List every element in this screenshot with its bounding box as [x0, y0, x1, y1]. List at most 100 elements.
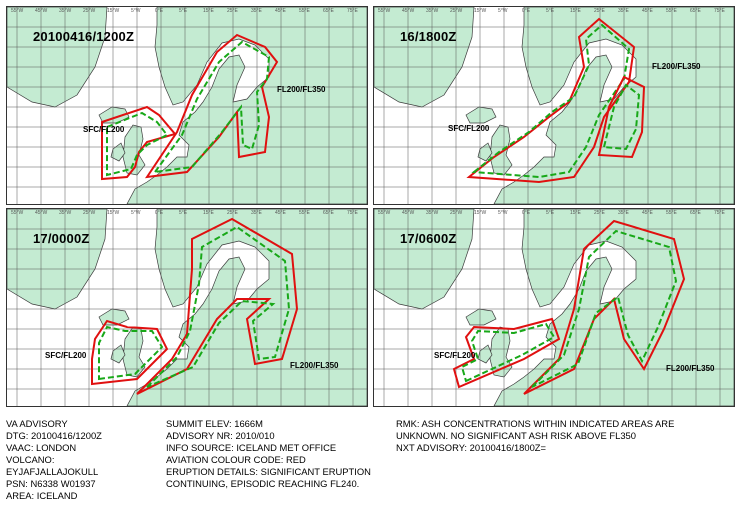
advisory-line: INFO SOURCE: ICELAND MET OFFICE: [166, 442, 337, 453]
longitude-tick-label: 5°E: [546, 8, 555, 14]
land-mass: [7, 7, 108, 108]
land-mass: [374, 7, 475, 108]
land-mass: [493, 7, 734, 204]
longitude-tick-label: 55°E: [666, 210, 677, 216]
advisory-line: UNKNOWN. NO SIGNIFICANT ASH RISK ABOVE F…: [396, 430, 636, 441]
panel-1-label-fl200-fl350: FL200/FL350: [277, 85, 326, 94]
map-panel-2-svg: [374, 7, 734, 204]
longitude-tick-label: 35°W: [59, 210, 72, 216]
map-panel-4: 55°W 45°W 35°W 25°W 15°W 5°W 0°E 5°E 15°E 25°E 35°…: [373, 208, 735, 407]
longitude-tick-label: 35°E: [251, 8, 262, 14]
land-mass: [374, 209, 475, 310]
land-mass: [110, 344, 126, 364]
ash-area-red-fl200-fl350: [523, 219, 686, 395]
advisory-text: VA ADVISORY DTG: 20100416/1200Z VAAC: LO…: [0, 418, 740, 518]
advisory-line: AREA: ICELAND: [6, 490, 78, 501]
longitude-tick-label: 75°E: [714, 210, 725, 216]
longitude-tick-label: 15°E: [203, 8, 214, 14]
land-mass: [126, 209, 367, 406]
map-panel-1-svg: [7, 7, 367, 204]
longitude-tick-label: 15°W: [107, 210, 120, 216]
advisory-line: VA ADVISORY: [6, 418, 68, 429]
longitude-tick-label: 25°W: [450, 8, 463, 14]
longitude-tick-label: 0°E: [155, 210, 164, 216]
ash-area-green-sfc-fl200: [460, 322, 556, 383]
longitude-tick-label: 25°W: [83, 8, 96, 14]
ash-area-green-sfc-fl200: [106, 111, 169, 177]
ash-area-red-fl200-fl350: [597, 75, 646, 159]
longitude-tick-label: 55°E: [299, 210, 310, 216]
panel-3-label-sfc-fl200: SFC/FL200: [45, 351, 87, 360]
longitude-tick-label: 25°E: [227, 8, 238, 14]
advisory-line: CONTINUING, EPISODIC REACHING FL240.: [166, 478, 360, 489]
advisory-line: VAAC: LONDON: [6, 442, 77, 453]
longitude-tick-label: 55°W: [11, 210, 24, 216]
longitude-tick-label: 55°E: [666, 8, 677, 14]
map-panel-2: 55°W 45°W 35°W 25°W 15°W 5°W 0°E 5°E 15°E 25°E 35°…: [373, 6, 735, 205]
longitude-tick-label: 55°E: [299, 8, 310, 14]
longitude-tick-label: 45°W: [402, 8, 415, 14]
land-mass: [126, 7, 367, 204]
longitude-tick-label: 45°W: [402, 210, 415, 216]
longitude-tick-label: 5°W: [498, 8, 508, 14]
longitude-tick-label: 65°E: [323, 8, 334, 14]
advisory-line: ERUPTION DETAILS: SIGNIFICANT ERUPTION: [166, 466, 371, 477]
longitude-tick-label: 35°W: [426, 8, 439, 14]
panel-1-time: 20100416/1200Z: [33, 29, 135, 44]
longitude-tick-label: 65°E: [690, 8, 701, 14]
longitude-tick-label: 65°E: [323, 210, 334, 216]
longitude-tick-label: 45°W: [35, 8, 48, 14]
advisory-column-2: SUMMIT ELEV: 1666M ADVISORY NR: 2010/010…: [166, 418, 371, 490]
advisory-line: ADVISORY NR: 2010/010: [166, 430, 275, 441]
advisory-line: DTG: 20100416/1200Z: [6, 430, 102, 441]
longitude-tick-label: 15°E: [570, 210, 581, 216]
longitude-tick-label: 25°E: [227, 210, 238, 216]
ash-area-red-sfc-fl200: [101, 105, 177, 181]
panel-3-time: 17/0000Z: [33, 231, 90, 246]
map-panel-1: 55°W 45°W 35°W 25°W 15°W 5°W 0°E 5°E 15°E 25°E 35°…: [6, 6, 368, 205]
panel-4-label-fl200-fl350: FL200/FL350: [666, 364, 715, 373]
land-mass: [7, 209, 108, 310]
longitude-tick-label: 55°W: [11, 8, 24, 14]
longitude-tick-label: 15°E: [203, 210, 214, 216]
panel-2-label-sfc-fl200: SFC/FL200: [448, 124, 490, 133]
longitude-tick-label: 75°E: [347, 210, 358, 216]
longitude-tick-label: 75°E: [714, 8, 725, 14]
ash-area-green-sfc-fl200: [98, 325, 164, 381]
longitude-tick-label: 35°W: [59, 8, 72, 14]
longitude-tick-label: 5°W: [498, 210, 508, 216]
ash-area-red-fl200-fl350: [136, 217, 299, 395]
longitude-tick-label: 25°W: [83, 210, 96, 216]
map-panel-3: 55°W 45°W 35°W 25°W 15°W 5°W 0°E 5°E 15°E 25°E 35°…: [6, 208, 368, 407]
panel-4-time: 17/0600Z: [400, 231, 457, 246]
panel-4-label-sfc-fl200: SFC/FL200: [434, 351, 476, 360]
panel-1-label-sfc-fl200: SFC/FL200: [83, 125, 125, 134]
panel-3-label-fl200-fl350: FL200/FL350: [290, 361, 339, 370]
longitude-tick-label: 5°E: [179, 8, 188, 14]
map-panel-4-svg: [374, 209, 734, 406]
longitude-ticks: 55°W 45°W 35°W 25°W 15°W 5°W 0°E 5°E 15°E 25°E 35°…: [7, 209, 367, 221]
longitude-tick-label: 65°E: [690, 210, 701, 216]
longitude-tick-label: 25°W: [450, 210, 463, 216]
ash-area-green-fl200-fl350: [152, 40, 271, 174]
longitude-tick-label: 15°W: [107, 8, 120, 14]
longitude-tick-label: 55°W: [378, 210, 391, 216]
advisory-line: AVIATION COLOUR CODE: RED: [166, 454, 306, 465]
ash-area-red-sfc-fl200: [466, 17, 636, 184]
panel-2-time: 16/1800Z: [400, 29, 457, 44]
longitude-tick-label: 45°E: [275, 8, 286, 14]
ash-area-red-sfc-fl200: [91, 319, 169, 386]
land-mass: [477, 142, 493, 162]
longitude-tick-label: 45°E: [275, 210, 286, 216]
panel-2-label-fl200-fl350: FL200/FL350: [652, 62, 701, 71]
longitude-tick-label: 5°W: [131, 210, 141, 216]
ash-area-green-fl200-fl350: [146, 225, 291, 388]
ash-area-green-sfc-fl200: [471, 23, 631, 179]
advisory-line: SUMMIT ELEV: 1666M: [166, 418, 263, 429]
longitude-ticks: 55°W 45°W 35°W 25°W 15°W 5°W 0°E 5°E 15°E 25°E 35°…: [374, 209, 734, 221]
longitude-ticks: 55°W 45°W 35°W 25°W 15°W 5°W 0°E 5°E 15°E 25°E 35°…: [7, 7, 367, 19]
longitude-tick-label: 45°E: [642, 8, 653, 14]
longitude-tick-label: 35°E: [618, 8, 629, 14]
longitude-tick-label: 25°E: [594, 8, 605, 14]
longitude-tick-label: 35°W: [426, 210, 439, 216]
